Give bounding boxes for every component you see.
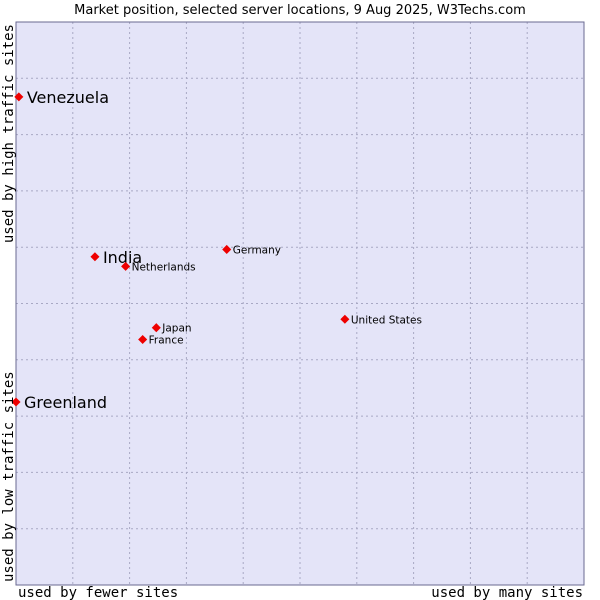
data-point-united-states: United States (340, 314, 422, 326)
point-label-japan: Japan (161, 323, 191, 335)
point-label-france: France (149, 335, 184, 347)
data-point-netherlands: Netherlands (121, 261, 196, 273)
data-point-india: India (90, 248, 142, 267)
marker-japan (151, 323, 161, 333)
data-point-japan: Japan (151, 323, 192, 335)
grid-lines (16, 22, 584, 585)
data-point-greenland: Greenland (11, 393, 107, 412)
plot-border (15, 21, 585, 586)
data-point-france: France (138, 335, 184, 347)
data-point-venezuela: Venezuela (14, 88, 109, 107)
point-label-india: India (103, 248, 142, 267)
marker-india (90, 252, 100, 262)
point-label-greenland: Greenland (24, 393, 107, 412)
chart-title: Market position, selected server locatio… (74, 3, 526, 18)
point-label-venezuela: Venezuela (27, 88, 109, 107)
y-axis-label-top: used by high traffic sites (1, 24, 17, 243)
point-label-netherlands: Netherlands (132, 261, 196, 273)
y-axis-label-bottom: used by low traffic sites (1, 371, 17, 582)
marker-france (138, 335, 148, 345)
marker-germany (222, 244, 232, 254)
data-point-germany: Germany (222, 244, 281, 256)
point-label-united-states: United States (351, 314, 422, 326)
x-axis-label-left: used by fewer sites (18, 585, 178, 600)
point-label-germany: Germany (233, 244, 281, 256)
x-axis-label-right: used by many sites (431, 585, 583, 600)
